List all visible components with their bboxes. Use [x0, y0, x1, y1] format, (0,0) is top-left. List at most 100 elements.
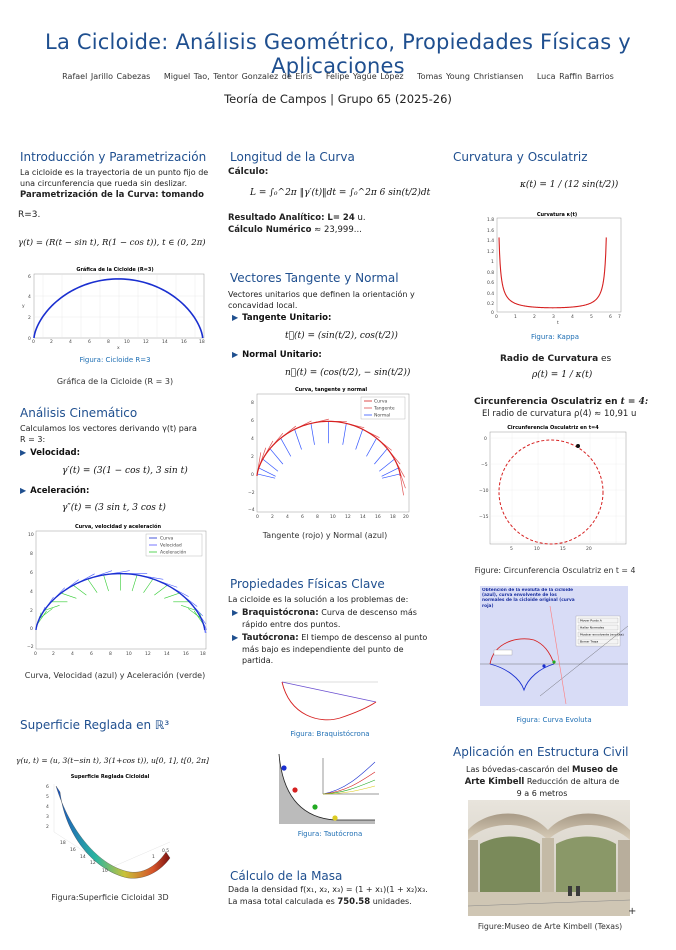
velocity-bullet: ▶ Velocidad: — [20, 448, 81, 458]
tangent-equation: t⃗(t) = (sin(t/2), cos(t/2)) — [285, 331, 398, 341]
person — [568, 886, 572, 896]
svg-text:1.6: 1.6 — [487, 228, 494, 234]
button-label: Borrar Traza — [580, 640, 598, 644]
param-label: Parametrización de la Curva: tomando — [20, 190, 204, 200]
svg-text:2: 2 — [533, 314, 536, 320]
acceleration-vector — [181, 605, 197, 611]
svg-text:−2: −2 — [27, 644, 34, 650]
svg-text:16: 16 — [70, 847, 76, 853]
length-calc-label: Cálculo: — [228, 167, 269, 177]
ruled-surface-plot: Superficie Reglada Cicloidal 6 5 4 3 2 18 16 1… — [46, 774, 171, 879]
svg-text:0: 0 — [32, 339, 35, 345]
svg-text:8: 8 — [107, 339, 110, 345]
svg-text:6: 6 — [30, 570, 33, 576]
length-numeric: Cálculo Numérico ≈ 23,999... — [228, 225, 362, 235]
svg-text:10: 10 — [102, 868, 108, 874]
svg-text:−10: −10 — [479, 488, 489, 494]
svg-text:y: y — [22, 304, 25, 309]
vault-shell — [468, 813, 548, 840]
plot-frame — [489, 431, 627, 545]
svg-text:18: 18 — [199, 339, 205, 345]
move-point-button[interactable] — [577, 617, 619, 624]
svg-text:−5: −5 — [481, 462, 488, 468]
length-equation: L = ∫₀^2π ‖γ′(t)‖dt = ∫₀^2π 6 sin(t/2)dt — [250, 188, 431, 198]
svg-text:18: 18 — [390, 514, 396, 520]
vault-shell — [548, 813, 630, 840]
length-result: Resultado Analítico: L= 24 u. — [228, 213, 366, 223]
cycloid-path — [281, 681, 377, 721]
figure-caption: Figura:Superficie Cicloidal 3D — [51, 893, 169, 902]
plot-title: Circunferencia Osculatriz en t=4 — [507, 425, 599, 431]
svg-text:14: 14 — [162, 339, 168, 345]
svg-text:0.2: 0.2 — [487, 301, 494, 307]
author-name: Tomas Young Christiansen — [417, 72, 524, 81]
svg-text:14: 14 — [164, 651, 170, 657]
find-normals-button[interactable] — [577, 624, 619, 631]
radius-equation: ρ(t) = 1 / κ(t) — [532, 370, 593, 380]
bullet-triangle-icon: ▶ — [232, 350, 239, 359]
cycloid-curve — [256, 420, 401, 477]
brachistochrone-diagram — [281, 681, 378, 721]
acceleration-vector — [44, 605, 60, 611]
svg-text:10: 10 — [28, 532, 34, 538]
svg-text:12: 12 — [345, 514, 351, 520]
tick-labels: 6 5 4 3 2 18 16 14 12 10 1 0.5 — [46, 784, 169, 874]
plot-title: Superficie Reglada Cicloidal — [71, 774, 150, 780]
svg-text:1.8: 1.8 — [487, 217, 494, 223]
normal-vector — [269, 448, 284, 465]
svg-text:0: 0 — [484, 436, 487, 442]
cycloid-ramp — [278, 753, 375, 821]
svg-text:5: 5 — [590, 314, 593, 320]
figure-caption: Curva, Velocidad (azul) y Aceleración (v… — [24, 671, 206, 680]
author-name: Rafael Jarillo Cabezas — [62, 72, 151, 81]
vector-arrows — [256, 418, 406, 496]
curvature-curve — [498, 237, 607, 309]
tick-labels: 0 2 4 6 8 10 12 14 16 18 20 8 6 4 2 0 −2 −4 — [248, 400, 409, 520]
plus-icon: + — [628, 906, 637, 917]
control-panel: Mover Punto A Hallar Normales Mostrar en… — [575, 615, 624, 647]
acceleration-bullet: ▶ Aceleración: — [20, 486, 90, 496]
normal-vector — [342, 423, 347, 445]
svg-text:−15: −15 — [479, 514, 489, 520]
ball — [332, 815, 338, 821]
ground — [468, 892, 630, 916]
tautochrone-item: ▶ Tautócrona: El tiempo de descenso al pu… — [232, 633, 428, 665]
legend-entry: Aceleración — [160, 549, 186, 556]
figure-caption: Figura: Kappa — [530, 333, 580, 341]
plot-frame — [35, 530, 207, 650]
svg-text:−4: −4 — [248, 507, 255, 513]
plot-title: Curva, tangente y normal — [295, 387, 367, 393]
legend-entry: Tangente — [373, 406, 395, 412]
svg-text:3: 3 — [46, 814, 49, 820]
mass-result-text: La masa total calculada es 750.58 unidad… — [228, 897, 412, 907]
legend-entry: Normal — [374, 413, 390, 419]
acceleration-vector — [73, 584, 87, 596]
svg-text:4: 4 — [28, 294, 31, 300]
svg-text:2: 2 — [52, 651, 55, 657]
legend-entry: Curva — [374, 399, 388, 405]
svg-text:4: 4 — [286, 514, 289, 520]
mass-heading: Cálculo de la Masa — [230, 869, 343, 883]
svg-text:6: 6 — [46, 784, 49, 790]
application-text: Las bóvedas-cascarón del Museo de Arte K… — [464, 765, 620, 798]
acceleration-vector — [131, 574, 138, 592]
svg-text:−2: −2 — [248, 490, 255, 496]
show-evolute-checkbox[interactable] — [577, 631, 619, 638]
svg-text:1: 1 — [514, 314, 517, 320]
figure-caption: Tangente (rojo) y Normal (azul) — [262, 531, 388, 540]
acceleration-vector — [103, 574, 109, 592]
svg-text:0.6: 0.6 — [487, 280, 494, 286]
acceleration-vector — [164, 592, 180, 599]
svg-text:4: 4 — [571, 314, 574, 320]
acceleration-vector — [154, 584, 168, 596]
svg-text:10: 10 — [124, 339, 130, 345]
svg-text:20: 20 — [586, 546, 592, 552]
clear-trace-button[interactable] — [577, 638, 619, 645]
evolute-title-box: Obtención de la evoluta de la cicloide (… — [482, 588, 575, 609]
bullet-triangle-icon: ▶ — [20, 486, 27, 495]
brachistochrone-item: ▶ Braquistócrona: Curva de descenso más r… — [232, 608, 417, 629]
svg-text:4: 4 — [251, 436, 254, 442]
tangent-vector — [399, 473, 404, 496]
svg-text:8: 8 — [251, 400, 254, 406]
